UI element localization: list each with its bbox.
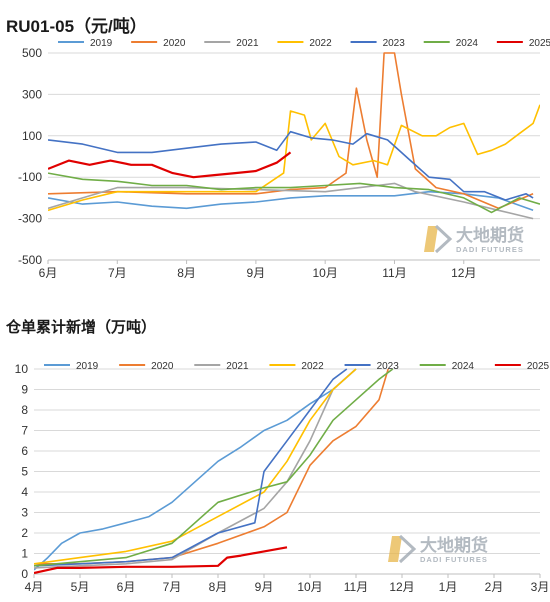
series-line-2023	[34, 368, 348, 567]
legend-label: 2022	[301, 361, 324, 372]
chart-title: RU01-05（元/吨）	[6, 17, 147, 36]
legend-label: 2025	[527, 361, 550, 372]
y-tick-label: 9	[21, 383, 28, 397]
series-line-2019	[34, 368, 357, 571]
logo-mark	[434, 224, 453, 254]
y-tick-label: -100	[18, 170, 42, 184]
legend-label: 2023	[377, 361, 400, 372]
y-tick-label: 7	[21, 424, 28, 438]
y-tick-label: 5	[21, 465, 28, 479]
chart-panel-warehouse: 仓单累计新增（万吨） 0 1 2 3 4 5 6 7 8 9 10 4月 5月 6月 7月 8月 9月 10月 11…	[0, 300, 550, 602]
x-tick-label: 2月	[485, 580, 504, 594]
legend-label: 2021	[236, 38, 259, 49]
series-line-2019	[48, 190, 534, 212]
series-line-2024	[48, 172, 540, 214]
legend-label: 2025	[529, 38, 550, 49]
logo-mark	[398, 534, 417, 564]
x-tick-label: 9月	[247, 266, 266, 280]
x-tick-label: 8月	[177, 266, 196, 280]
chart-warehouse: 0 1 2 3 4 5 6 7 8 9 10 4月 5月 6月 7月 8月 9月 10月 11月 12月 1月 2月 3月 大…	[15, 361, 550, 594]
y-tick-label: 100	[22, 129, 42, 143]
y-tick-label: 0	[21, 567, 28, 581]
y-tick-label: 10	[15, 362, 29, 376]
watermark-name: 大地期货	[420, 535, 488, 555]
legend-label: 2020	[163, 38, 186, 49]
chart-title: 仓单累计新增（万吨）	[6, 319, 157, 336]
y-tick-label: 300	[22, 87, 42, 101]
series-line-2024	[34, 368, 394, 567]
logo-mark	[388, 536, 402, 562]
x-tick-label: 11月	[344, 580, 368, 594]
legend-label: 2020	[151, 361, 174, 372]
legend-label: 2023	[383, 38, 406, 49]
series-line-2022	[34, 368, 357, 565]
legend-label: 2019	[76, 361, 99, 372]
series-line-2022	[48, 104, 540, 212]
y-tick-label: 8	[21, 403, 28, 417]
x-tick-label: 10月	[313, 266, 338, 280]
x-tick-label: 8月	[209, 580, 228, 594]
y-tick-label: 1	[21, 547, 28, 561]
series-line-2021	[48, 182, 534, 220]
logo-mark	[424, 226, 438, 252]
x-tick-label: 9月	[255, 580, 274, 594]
series-line-2025	[34, 546, 288, 574]
x-tick-label: 4月	[25, 580, 44, 594]
y-tick-label: -300	[18, 212, 42, 226]
x-tick-label: 11月	[382, 266, 406, 280]
legend-label: 2021	[226, 361, 249, 372]
y-tick-label: 2	[21, 526, 28, 540]
x-tick-label: 6月	[117, 580, 136, 594]
x-tick-label: 7月	[163, 580, 182, 594]
y-tick-label: 4	[21, 485, 28, 499]
series-line-2020	[48, 52, 534, 210]
x-tick-label: 12月	[389, 580, 414, 594]
legend-label: 2024	[452, 361, 475, 372]
x-tick-label: 1月	[439, 580, 458, 594]
watermark-subtitle: DADI FUTURES	[456, 245, 524, 254]
y-tick-label: 3	[21, 506, 28, 520]
y-tick-label: -500	[18, 253, 42, 267]
legend-label: 2022	[309, 38, 332, 49]
x-tick-label: 5月	[71, 580, 90, 594]
x-tick-label: 3月	[531, 580, 550, 594]
series-line-2025	[48, 151, 292, 179]
x-tick-label: 7月	[108, 266, 127, 280]
x-tick-label: 6月	[39, 266, 58, 280]
x-tick-label: 12月	[451, 266, 476, 280]
y-tick-label: 500	[22, 46, 42, 60]
y-tick-label: 6	[21, 444, 28, 458]
chart-panel-spread: RU01-05（元/吨） 500 300 100 -100 -300 -500 6月 7月 8月…	[0, 0, 550, 300]
watermark-name: 大地期货	[456, 225, 524, 245]
watermark-subtitle: DADI FUTURES	[420, 555, 488, 564]
legend-label: 2024	[456, 38, 479, 49]
series-line-2021	[34, 368, 357, 569]
x-tick-label: 10月	[297, 580, 322, 594]
legend-label: 2019	[90, 38, 113, 49]
series-line-2023	[48, 130, 534, 201]
